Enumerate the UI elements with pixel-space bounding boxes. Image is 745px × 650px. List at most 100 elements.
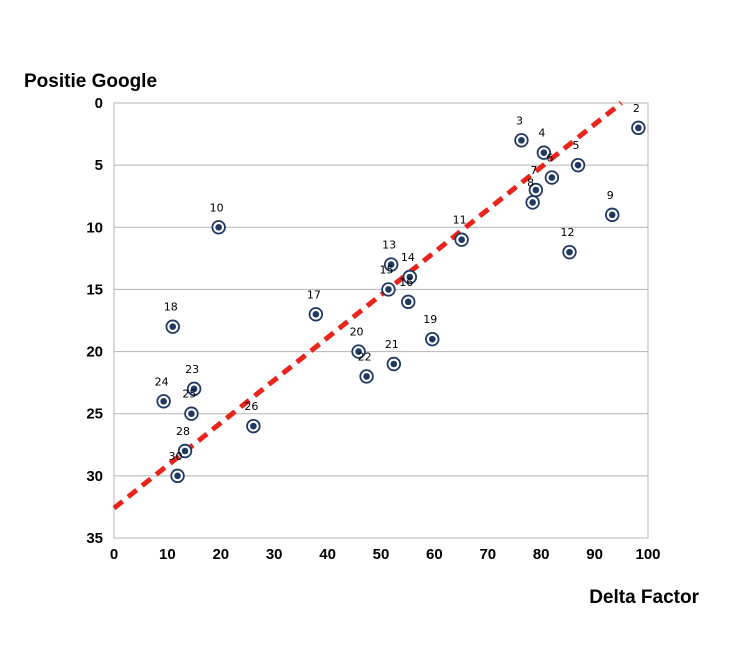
trendline <box>112 101 623 511</box>
point-dot <box>390 360 398 368</box>
y-tick-label: 5 <box>95 157 103 174</box>
plot-area-frame <box>113 102 649 539</box>
point-label: 24 <box>155 375 169 388</box>
x-tick-label: 50 <box>373 546 390 563</box>
x-tick-label: 30 <box>266 546 283 563</box>
data-point: 19 <box>423 313 440 347</box>
gridlines <box>114 102 648 539</box>
data-point: 25 <box>182 388 199 421</box>
y-tick-label: 0 <box>95 95 103 112</box>
point-label: 11 <box>453 214 467 227</box>
data-point: 15 <box>379 263 396 297</box>
point-label: 19 <box>423 313 437 326</box>
data-point: 30 <box>169 450 185 484</box>
point-dot <box>635 124 642 132</box>
point-dot <box>404 298 412 306</box>
point-label: 20 <box>350 326 364 339</box>
data-point: 6 <box>544 152 560 185</box>
point-label: 14 <box>401 251 415 264</box>
point-label: 18 <box>164 301 178 314</box>
point-label: 25 <box>182 388 196 401</box>
point-label: 10 <box>210 201 224 214</box>
point-dot <box>566 248 573 256</box>
point-label: 22 <box>358 350 372 363</box>
data-point: 24 <box>155 375 171 409</box>
point-label: 13 <box>382 239 396 252</box>
data-points: 2345678910111213141516171819202122232425… <box>155 102 646 484</box>
y-axis-title: Positie Google <box>24 71 157 92</box>
point-label: 2 <box>633 102 640 115</box>
y-tick-label: 25 <box>86 406 103 423</box>
data-point: 23 <box>185 363 202 397</box>
point-label: 28 <box>176 425 190 438</box>
data-point: 7 <box>528 164 544 198</box>
point-dot <box>608 211 616 219</box>
point-dot <box>406 273 414 281</box>
y-tick-label: 20 <box>86 344 103 361</box>
point-dot <box>181 447 189 455</box>
data-point: 18 <box>164 301 180 334</box>
data-point: 17 <box>307 288 324 322</box>
point-label: 23 <box>185 363 199 376</box>
point-label: 5 <box>573 139 580 152</box>
x-tick-label: 100 <box>635 546 660 563</box>
x-tick-label: 10 <box>159 546 176 563</box>
point-dot <box>574 161 582 169</box>
point-dot <box>428 335 436 343</box>
point-dot <box>190 385 198 393</box>
point-label: 9 <box>607 189 614 202</box>
data-point: 20 <box>350 326 366 359</box>
point-label: 8 <box>527 176 534 189</box>
data-point: 4 <box>536 127 552 160</box>
point-dot <box>387 261 395 268</box>
point-dot <box>188 410 195 418</box>
data-point: 28 <box>176 425 193 459</box>
y-tick-label: 30 <box>86 468 103 485</box>
point-label: 16 <box>399 276 413 289</box>
point-label: 30 <box>169 450 183 463</box>
point-label: 3 <box>516 114 523 127</box>
data-point: 11 <box>453 214 469 247</box>
data-point: 26 <box>244 400 261 434</box>
x-tick-label: 90 <box>586 546 603 563</box>
point-dot <box>532 186 540 194</box>
data-point: 21 <box>385 338 402 372</box>
x-tick-label: 20 <box>212 546 229 563</box>
point-label: 12 <box>561 226 575 239</box>
point-label: 7 <box>530 164 537 177</box>
point-label: 6 <box>546 152 553 165</box>
point-dot <box>160 397 167 405</box>
data-point: 2 <box>631 102 646 136</box>
x-tick-label: 80 <box>533 546 550 563</box>
point-dot <box>312 310 320 318</box>
point-dot <box>385 286 392 293</box>
point-dot <box>529 199 536 206</box>
y-tick-label: 15 <box>86 281 103 298</box>
y-tick-label: 10 <box>86 219 103 236</box>
point-dot <box>518 136 525 144</box>
point-label: 17 <box>307 288 321 301</box>
trendline-layer <box>112 101 623 511</box>
data-point: 3 <box>514 114 529 148</box>
x-axis-title: Delta Factor <box>589 587 699 608</box>
x-tick-label: 60 <box>426 546 443 563</box>
data-point: 22 <box>358 350 374 384</box>
data-point: 10 <box>210 201 226 235</box>
data-point: 9 <box>605 189 620 223</box>
point-dot <box>540 149 548 157</box>
point-dot <box>215 223 222 231</box>
point-label: 4 <box>538 127 545 140</box>
point-label: 15 <box>379 263 393 276</box>
data-point: 14 <box>401 251 418 285</box>
point-dot <box>548 174 556 181</box>
point-dot <box>169 323 177 331</box>
point-label: 26 <box>244 400 258 413</box>
data-point: 13 <box>382 239 399 272</box>
point-dot <box>458 236 465 244</box>
point-dot <box>250 422 257 430</box>
x-tick-label: 40 <box>319 546 336 563</box>
y-tick-label: 35 <box>86 530 103 547</box>
x-tick-label: 0 <box>110 546 118 563</box>
